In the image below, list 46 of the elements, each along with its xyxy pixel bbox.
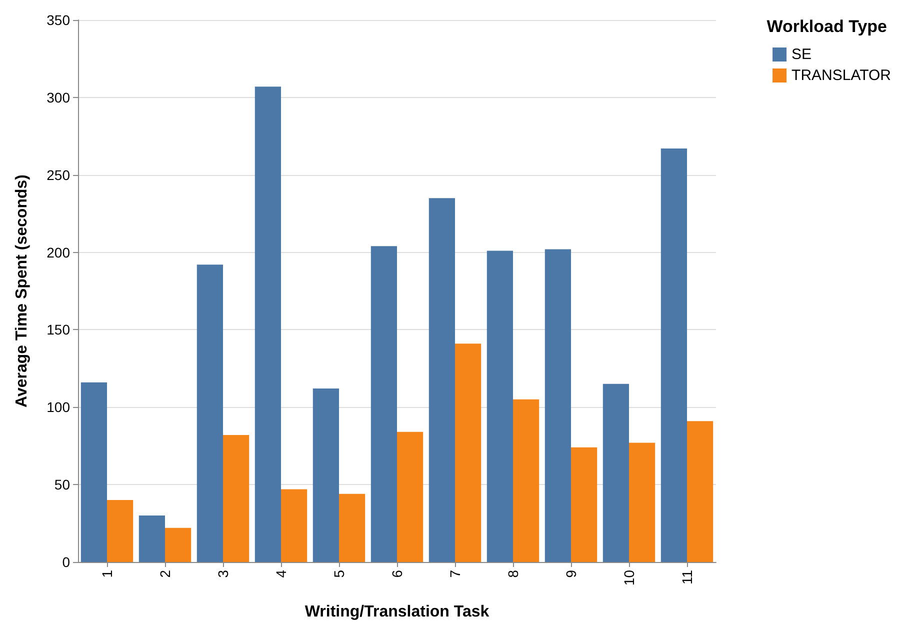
y-tick-label: 300 bbox=[46, 89, 70, 106]
bar bbox=[629, 442, 656, 562]
bar bbox=[339, 494, 366, 562]
x-axis-title: Writing/Translation Task bbox=[304, 604, 490, 620]
y-axis-title: Average Time Spent (seconds) bbox=[14, 174, 30, 408]
x-tick-label: 9 bbox=[563, 570, 579, 578]
x-tick-label: 10 bbox=[621, 570, 637, 586]
legend-label: TRANSLATOR bbox=[792, 67, 892, 84]
x-tick-label: 2 bbox=[157, 570, 173, 578]
bar bbox=[370, 246, 397, 562]
bar bbox=[544, 249, 571, 562]
bar bbox=[196, 264, 223, 562]
bar bbox=[687, 421, 714, 562]
legend-label: SE bbox=[792, 46, 812, 63]
bar bbox=[281, 489, 308, 562]
bar bbox=[571, 447, 598, 562]
bar bbox=[223, 435, 250, 562]
bar bbox=[107, 500, 134, 562]
bar bbox=[254, 86, 281, 562]
x-tick-label: 4 bbox=[273, 570, 289, 578]
bar bbox=[660, 148, 687, 562]
bar bbox=[486, 250, 513, 562]
bar bbox=[602, 384, 629, 562]
x-tick-label: 5 bbox=[331, 570, 347, 578]
y-tick-label: 0 bbox=[62, 554, 70, 570]
bar bbox=[312, 388, 339, 562]
legend-title: Workload Type bbox=[766, 17, 888, 36]
bar bbox=[138, 516, 165, 562]
x-tick-label: 3 bbox=[215, 570, 231, 578]
bar bbox=[397, 432, 424, 562]
x-tick-label: 11 bbox=[679, 570, 695, 585]
x-tick-label: 8 bbox=[505, 570, 521, 578]
x-tick-label: 6 bbox=[389, 570, 405, 578]
bar bbox=[80, 382, 107, 562]
y-tick-label: 250 bbox=[46, 166, 70, 183]
x-tick-label: 1 bbox=[99, 570, 115, 578]
bar bbox=[513, 399, 540, 562]
y-tick-label: 350 bbox=[46, 12, 70, 28]
y-tick-label: 50 bbox=[54, 476, 70, 493]
y-tick-label: 150 bbox=[46, 322, 70, 338]
bar bbox=[165, 528, 192, 562]
bar bbox=[455, 344, 482, 562]
bar bbox=[428, 198, 455, 562]
y-tick-label: 200 bbox=[46, 244, 70, 260]
x-tick-label: 7 bbox=[447, 570, 463, 578]
y-tick-label: 100 bbox=[46, 399, 70, 416]
